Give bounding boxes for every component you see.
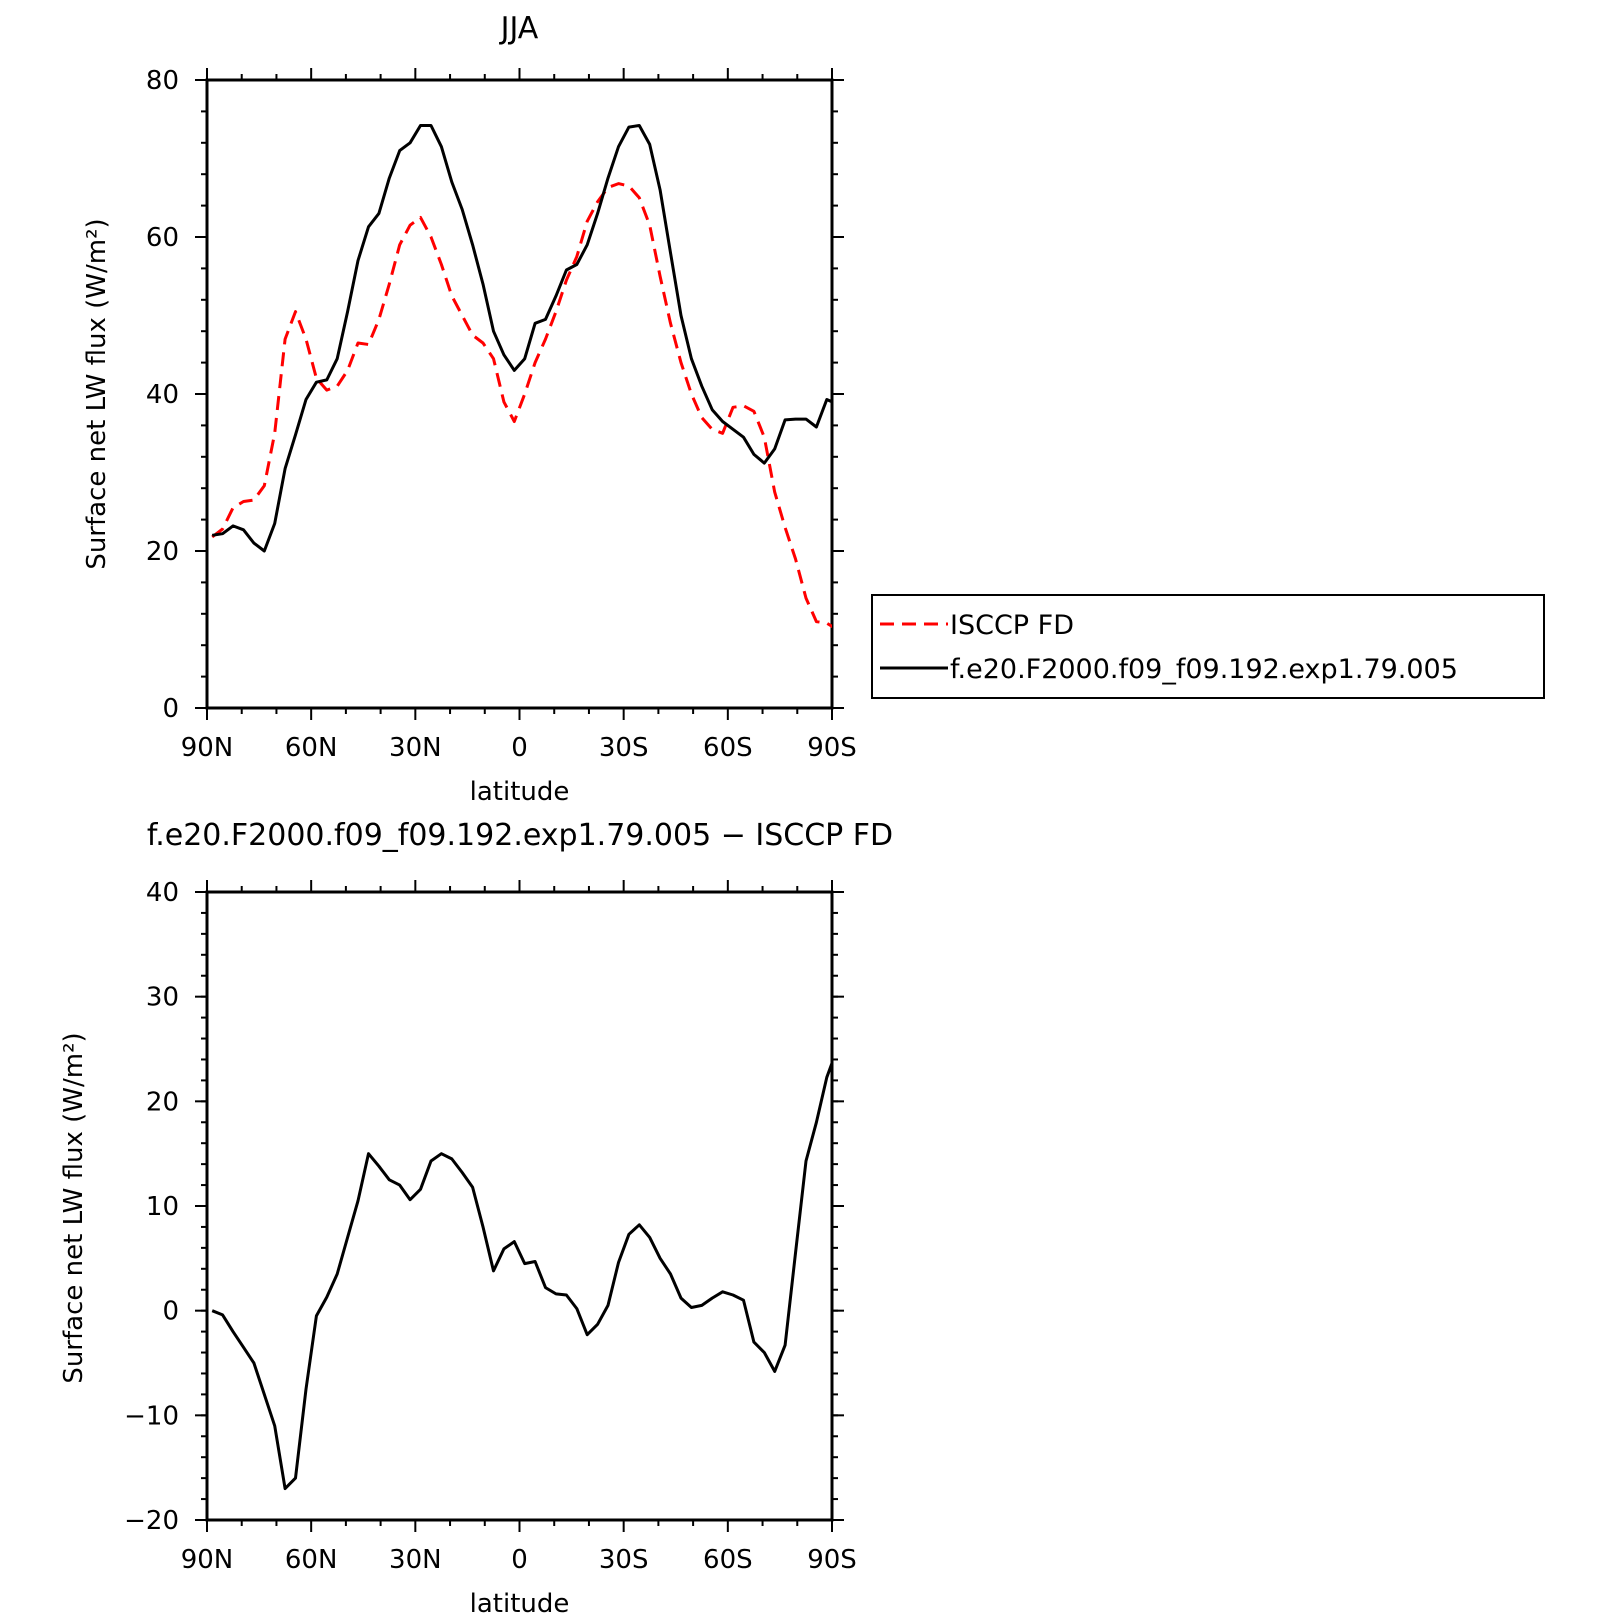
series-line-isccp-fd: [211, 182, 832, 629]
y-tick-label: 20: [146, 537, 179, 567]
y-tick-label: −20: [124, 1506, 179, 1536]
x-tick-label: 30S: [599, 733, 649, 763]
x-axis-label: latitude: [470, 777, 570, 807]
y-axis-label: Surface net LW flux (W/m²): [82, 218, 112, 569]
y-tick-label: 10: [146, 1192, 179, 1222]
series-line-model: [211, 1058, 832, 1491]
bottom-panel-chart: 90N 60N 30N 0 30S 60S 90S −20 −10 0 10 20 30 40 f.e20.…: [59, 818, 893, 1613]
series-line-model: [211, 124, 832, 553]
x-axis-label: latitude: [470, 1589, 570, 1613]
x-tick-label: 30S: [599, 1545, 649, 1575]
x-tick-label: 60S: [703, 1545, 753, 1575]
y-tick-label: 40: [146, 878, 179, 908]
legend-box: [871, 594, 1545, 699]
x-tick-label: 60N: [285, 1545, 338, 1575]
y-tick-label: 0: [162, 694, 179, 724]
legend: ISCCP FD f.e20.F2000.f09_f09.192.exp1.79.…: [871, 594, 1545, 699]
y-tick-label: −10: [124, 1401, 179, 1431]
top-panel-chart: 90N 60N 30N 0 30S 60S 90S 0 20 40 60 80 JJA latitude S…: [82, 11, 857, 807]
chart-title: f.e20.F2000.f09_f09.192.exp1.79.005 − IS…: [147, 818, 893, 853]
legend-label: f.e20.F2000.f09_f09.192.exp1.79.005: [950, 654, 1458, 685]
y-tick-label: 0: [162, 1297, 179, 1327]
chart-title: JJA: [499, 11, 539, 46]
y-tick-label: 80: [146, 66, 179, 96]
y-axis-label: Surface net LW flux (W/m²): [59, 1032, 89, 1383]
x-tick-label: 0: [511, 1545, 528, 1575]
x-tick-label: 30N: [389, 1545, 442, 1575]
x-tick-label: 90S: [807, 733, 857, 763]
y-tick-label: 30: [146, 983, 179, 1013]
x-tick-label: 30N: [389, 733, 442, 763]
x-tick-label: 60N: [285, 733, 338, 763]
plot-frame: [205, 78, 834, 710]
x-tick-label: 60S: [703, 733, 753, 763]
x-tick-label: 90N: [181, 1545, 234, 1575]
y-tick-label: 60: [146, 223, 179, 253]
y-tick-label: 20: [146, 1087, 179, 1117]
y-tick-label: 40: [146, 380, 179, 410]
x-tick-label: 0: [511, 733, 528, 763]
legend-label: ISCCP FD: [950, 610, 1074, 641]
x-tick-label: 90N: [181, 733, 234, 763]
x-tick-label: 90S: [807, 1545, 857, 1575]
